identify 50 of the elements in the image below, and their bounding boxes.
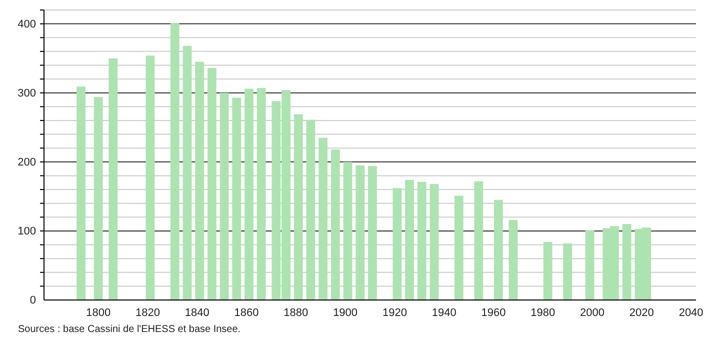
bar <box>146 56 155 300</box>
bar <box>318 138 328 300</box>
bar <box>232 98 242 300</box>
x-tick-label: 1820 <box>135 306 160 319</box>
y-tick-label: 200 <box>18 156 36 168</box>
x-tick-label: 1880 <box>284 306 308 319</box>
bar <box>330 149 340 300</box>
bar <box>508 220 518 300</box>
bar <box>474 181 484 300</box>
bar <box>220 92 229 300</box>
bar <box>356 165 365 300</box>
source-note: Sources : base Cassini de l'EHESS et base Insee. <box>18 324 241 335</box>
x-tick-label: 1840 <box>184 306 210 319</box>
bar <box>244 88 254 300</box>
bar <box>454 196 464 300</box>
bar <box>207 68 216 300</box>
x-tick-label: 1980 <box>530 306 556 319</box>
x-tick-label: 2040 <box>678 306 704 319</box>
bar <box>256 88 266 300</box>
bar <box>195 62 204 300</box>
bar <box>417 182 426 300</box>
x-tick-label: 1920 <box>382 306 407 319</box>
bar <box>182 46 192 300</box>
bar <box>392 188 402 300</box>
y-tick-label: 300 <box>18 87 36 100</box>
y-tick-label: 100 <box>18 225 36 238</box>
x-tick-label: 1860 <box>234 306 259 319</box>
bar <box>430 184 439 300</box>
x-tick-label: 1900 <box>333 306 358 319</box>
bar <box>108 58 118 300</box>
bar <box>76 86 86 300</box>
y-tick-label: 400 <box>18 18 36 30</box>
bar <box>494 200 503 300</box>
x-tick-label: 1800 <box>86 306 111 319</box>
x-tick-label: 2000 <box>580 306 605 319</box>
bar <box>585 230 594 300</box>
x-tick-label: 1960 <box>481 306 506 319</box>
bar <box>622 224 632 300</box>
bar <box>563 243 572 300</box>
bar <box>170 23 180 300</box>
bar <box>94 97 103 300</box>
y-tick-label: 0 <box>30 294 36 307</box>
bar <box>306 120 316 300</box>
x-tick-label: 1940 <box>432 306 456 319</box>
bar <box>294 114 303 300</box>
x-tick-label: 2020 <box>629 306 654 319</box>
bar <box>543 242 552 300</box>
bar <box>405 180 414 300</box>
bar <box>343 162 352 300</box>
bar <box>368 166 377 300</box>
